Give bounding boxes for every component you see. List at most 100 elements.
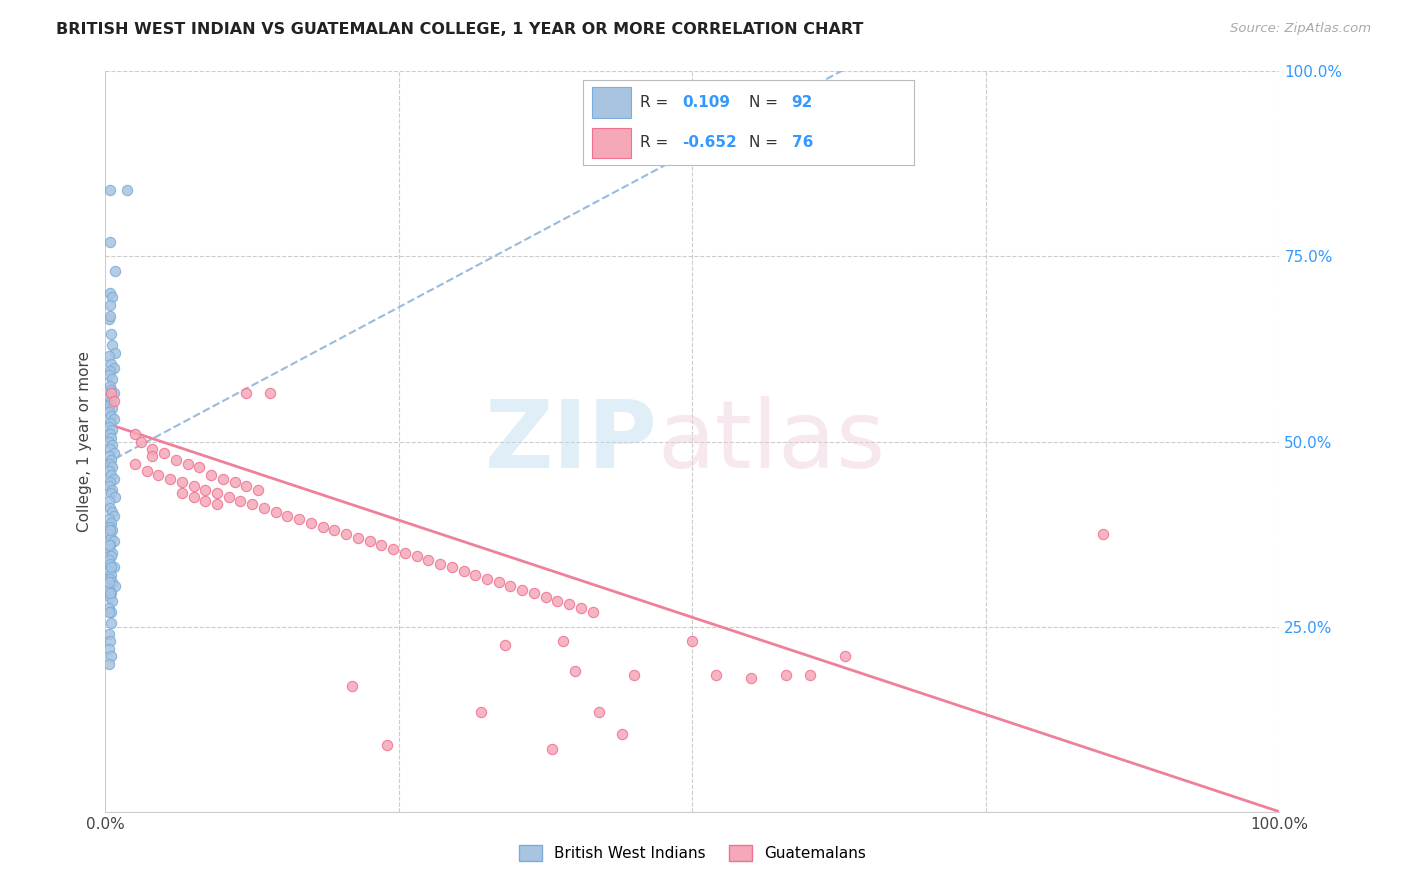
Point [100, 615, 122, 630]
Point [218, 490, 240, 504]
Point [98, 427, 121, 442]
Point [153, 445, 176, 459]
Point [494, 638, 516, 652]
Point [264, 505, 287, 519]
Point [200, 467, 222, 482]
Point [205, 486, 228, 500]
Point [170, 486, 193, 500]
Point [100, 560, 122, 574]
Point [510, 582, 533, 597]
Point [540, 741, 562, 756]
Point [98, 564, 121, 578]
Text: R =: R = [640, 136, 668, 151]
Point [98, 479, 121, 493]
Text: 0.109: 0.109 [683, 95, 731, 110]
Point [235, 386, 257, 401]
Point [98, 493, 121, 508]
Point [98, 557, 121, 571]
Point [240, 498, 263, 512]
Point [523, 586, 546, 600]
Point [98, 379, 121, 393]
Point [183, 490, 205, 504]
Point [394, 546, 416, 560]
Point [141, 442, 163, 456]
Point [101, 505, 124, 519]
Point [98, 309, 121, 323]
Point [382, 541, 405, 556]
Point [229, 493, 252, 508]
Point [100, 549, 122, 564]
Point [323, 524, 346, 538]
Point [101, 593, 124, 607]
Point [440, 560, 463, 574]
Text: Source: ZipAtlas.com: Source: ZipAtlas.com [1230, 22, 1371, 36]
Point [100, 516, 122, 530]
Point [183, 479, 205, 493]
Point [799, 667, 821, 681]
Point [100, 486, 122, 500]
Point [104, 345, 127, 359]
Point [259, 386, 281, 401]
Point [104, 490, 127, 504]
Point [98, 601, 121, 615]
Point [247, 483, 270, 497]
Point [98, 586, 121, 600]
Point [98, 442, 121, 456]
Point [101, 524, 124, 538]
Text: 92: 92 [792, 95, 813, 110]
Point [98, 286, 121, 301]
Point [124, 457, 146, 471]
Point [488, 575, 510, 590]
Text: -0.652: -0.652 [683, 136, 737, 151]
Point [148, 467, 170, 482]
Point [775, 667, 797, 681]
Point [98, 416, 121, 430]
Point [98, 397, 121, 411]
Point [101, 460, 124, 475]
Point [418, 553, 440, 567]
Point [103, 471, 125, 485]
Point [115, 183, 138, 197]
Point [98, 512, 121, 526]
Point [100, 567, 122, 582]
Text: ZIP: ZIP [484, 395, 657, 488]
Point [103, 360, 125, 375]
Text: R =: R = [640, 95, 668, 110]
Point [740, 672, 762, 686]
Point [100, 586, 122, 600]
Point [101, 483, 124, 497]
Point [98, 553, 121, 567]
Point [98, 634, 121, 648]
Point [103, 508, 125, 523]
Point [101, 424, 124, 438]
Y-axis label: College, 1 year or more: College, 1 year or more [77, 351, 93, 532]
Point [375, 738, 398, 752]
Point [101, 401, 124, 416]
Point [98, 235, 121, 249]
Point [100, 453, 122, 467]
Point [681, 634, 703, 648]
Point [98, 450, 121, 464]
Point [470, 705, 492, 719]
Point [100, 327, 122, 342]
Point [98, 657, 121, 671]
Point [100, 431, 122, 445]
Point [235, 479, 257, 493]
Point [429, 557, 451, 571]
Point [98, 605, 121, 619]
Point [124, 427, 146, 442]
Text: atlas: atlas [657, 395, 886, 488]
Point [98, 519, 121, 533]
Point [405, 549, 427, 564]
Point [98, 350, 121, 364]
Point [98, 405, 121, 419]
Point [453, 564, 475, 578]
Point [704, 667, 727, 681]
Point [610, 727, 633, 741]
Point [276, 508, 298, 523]
Point [100, 605, 122, 619]
Point [141, 450, 163, 464]
Point [98, 627, 121, 641]
Point [834, 649, 856, 664]
Point [534, 590, 557, 604]
